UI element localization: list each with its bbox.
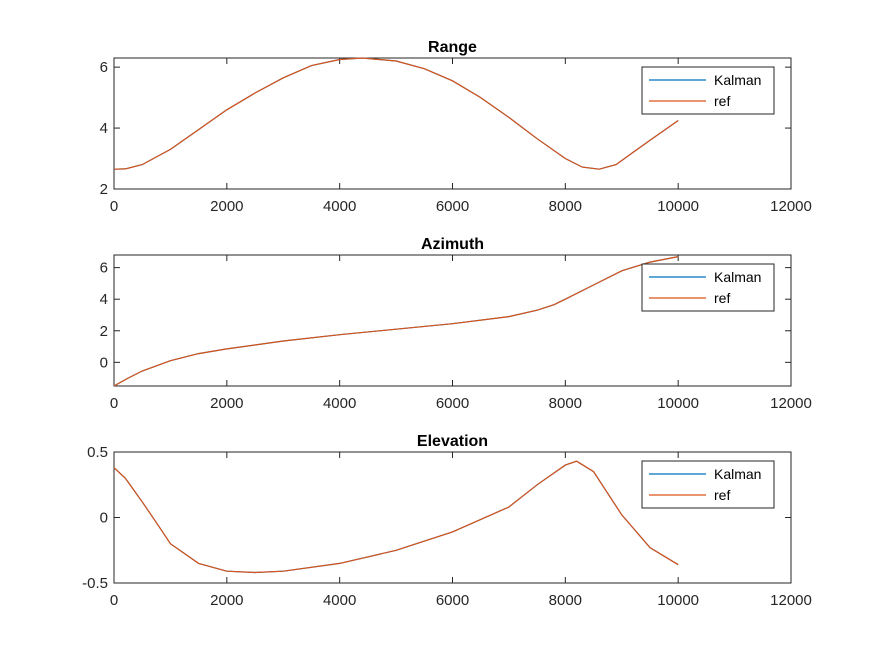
azimuth-xtick-label: 2000 — [210, 395, 243, 412]
range-ytick-label: 4 — [100, 120, 108, 137]
range-xtick-label: 4000 — [323, 198, 356, 215]
range-legend: Kalman ref — [641, 66, 775, 115]
azimuth-legend-box — [641, 263, 775, 312]
azimuth-xtick-label: 10000 — [657, 395, 699, 412]
range-xtick-label: 2000 — [210, 198, 243, 215]
azimuth-ytick-label: 6 — [100, 260, 108, 277]
azimuth-xtick-label: 6000 — [436, 395, 469, 412]
elevation-legend: Kalman ref — [641, 460, 775, 509]
elevation-title: Elevation — [417, 433, 488, 450]
azimuth-legend-label-kalman: Kalman — [714, 269, 761, 285]
range-xtick-label: 12000 — [770, 198, 812, 215]
range-xtick-label: 10000 — [657, 198, 699, 215]
range-series-ref — [113, 57, 679, 170]
azimuth-xtick-label: 12000 — [770, 395, 812, 412]
range-ytick-label: 6 — [100, 59, 108, 76]
range-title: Range — [428, 39, 477, 56]
elevation-axes: Elevation 0 2000 4000 6000 8000 10000 12000 -0.5… — [82, 433, 812, 609]
elevation-xtick-label: 12000 — [770, 592, 812, 609]
range-xtick-label: 6000 — [436, 198, 469, 215]
azimuth-ytick-label: 2 — [100, 323, 108, 340]
azimuth-axes: Azimuth 0 2000 4000 6000 8000 10000 12000 0 2 4 6 Ka… — [100, 236, 812, 412]
elevation-xtick-label: 6000 — [436, 592, 469, 609]
elevation-xtick-label: 8000 — [549, 592, 582, 609]
elevation-xtick-label: 4000 — [323, 592, 356, 609]
elevation-ytick-label: -0.5 — [82, 575, 108, 592]
azimuth-ytick-label: 0 — [100, 354, 108, 371]
elevation-xtick-label: 10000 — [657, 592, 699, 609]
range-xtick-label: 0 — [110, 198, 118, 215]
range-axes: Range 0 2000 4000 6000 8000 10000 12000 2 4 6 Kalma… — [100, 39, 812, 215]
range-legend-box — [641, 66, 775, 115]
elevation-legend-label-ref: ref — [714, 487, 730, 503]
elevation-ytick-label: 0.5 — [87, 444, 108, 461]
elevation-xtick-label: 0 — [110, 592, 118, 609]
azimuth-legend-label-ref: ref — [714, 290, 730, 306]
azimuth-series-ref — [113, 256, 679, 387]
elevation-series-ref — [113, 460, 679, 574]
range-xtick-label: 8000 — [549, 198, 582, 215]
range-legend-label-ref: ref — [714, 93, 730, 109]
azimuth-xtick-label: 0 — [110, 395, 118, 412]
azimuth-ytick-label: 4 — [100, 291, 108, 308]
range-legend-label-kalman: Kalman — [714, 72, 761, 88]
elevation-legend-label-kalman: Kalman — [714, 466, 761, 482]
range-ytick-label: 2 — [100, 181, 108, 198]
azimuth-xtick-label: 8000 — [549, 395, 582, 412]
azimuth-title: Azimuth — [421, 236, 484, 253]
azimuth-xtick-label: 4000 — [323, 395, 356, 412]
azimuth-legend: Kalman ref — [641, 263, 775, 312]
elevation-legend-box — [641, 460, 775, 509]
elevation-xtick-label: 2000 — [210, 592, 243, 609]
elevation-ytick-label: 0 — [100, 510, 108, 527]
